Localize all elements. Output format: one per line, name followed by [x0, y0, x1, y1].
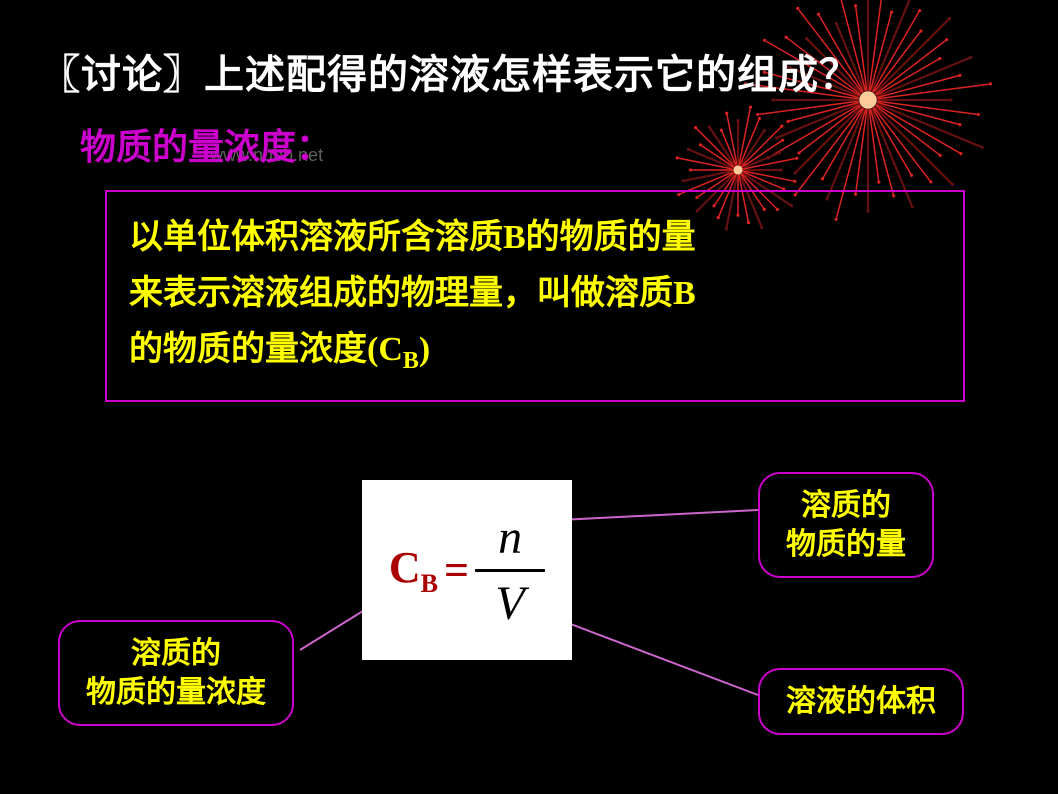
label-volume: 溶液的体积 — [758, 668, 964, 735]
slide-title: 〖讨论〗上述配得的溶液怎样表示它的组成？ — [40, 42, 1038, 100]
label-bl-line1: 溶质的 — [131, 637, 221, 670]
formula-denominator: V — [483, 572, 536, 631]
subtitle: 物质的量浓度： — [80, 118, 332, 170]
label-tr-line2: 物质的量 — [786, 528, 906, 561]
def-line1: 以单位体积溶液所含溶质B的物质的量 — [129, 219, 696, 256]
def-line3a: 的物质的量浓度(C — [129, 331, 403, 368]
formula-equals: = — [444, 545, 469, 596]
def-line2: 来表示溶液组成的物理量，叫做溶质B — [129, 275, 696, 312]
label-bl-line2: 物质的量浓度 — [86, 676, 266, 709]
formula-symbol: CB — [389, 542, 438, 599]
label-tr-line1: 溶质的 — [801, 489, 891, 522]
formula-numerator: n — [486, 510, 534, 569]
definition-text: 以单位体积溶液所含溶质B的物质的量 来表示溶液组成的物理量，叫做溶质B 的物质的… — [129, 210, 941, 382]
formula-box: CB = n V — [362, 480, 572, 660]
label-concentration: 溶质的 物质的量浓度 — [58, 620, 294, 726]
def-line3b: ) — [419, 331, 430, 368]
definition-box: 以单位体积溶液所含溶质B的物质的量 来表示溶液组成的物理量，叫做溶质B 的物质的… — [105, 190, 965, 402]
formula-c: C — [389, 543, 421, 592]
formula-sub: B — [421, 568, 438, 597]
label-br: 溶液的体积 — [786, 685, 936, 718]
formula-fraction: n V — [475, 510, 545, 631]
def-line3-sub: B — [403, 348, 419, 374]
label-solute-amount: 溶质的 物质的量 — [758, 472, 934, 578]
